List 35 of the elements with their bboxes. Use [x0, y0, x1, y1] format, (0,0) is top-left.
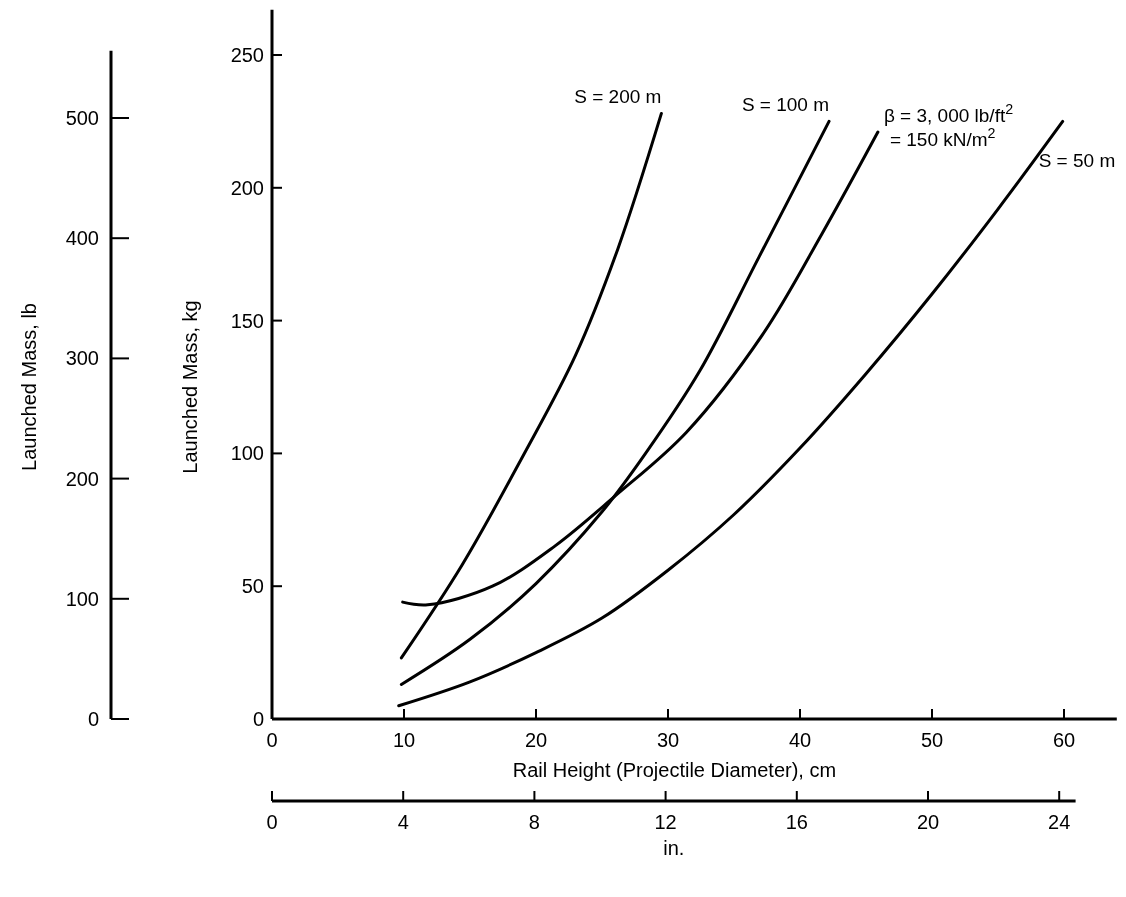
x-tick-label: 30	[656, 729, 680, 751]
x-axis-title: Rail Height (Projectile Diameter), cm	[512, 759, 837, 781]
y-tick-label: 50	[241, 575, 264, 598]
x-tick-label: 60	[1052, 729, 1076, 751]
x2-tick-label: 4	[397, 811, 409, 833]
x2-axis-title: in.	[663, 837, 685, 859]
series-label: S = 50 m	[1038, 150, 1116, 172]
x2-tick-label: 12	[654, 811, 677, 833]
y2-tick-label: 200	[65, 467, 99, 490]
x2-tick-label: 16	[785, 811, 808, 833]
annotation: = 150 kN/m$^{2}$	[889, 125, 996, 151]
y2-tick-label: 400	[65, 227, 99, 250]
y2-tick-label: 500	[65, 107, 99, 129]
x-tick-label: 40	[788, 729, 812, 751]
y-tick-label: 200	[230, 176, 264, 199]
y-tick-label: 150	[230, 309, 264, 332]
x-tick-label: 0	[266, 729, 278, 751]
series-label: S = 100 m	[741, 94, 830, 116]
series-label: S = 200 m	[574, 86, 662, 108]
y-tick-label: 100	[230, 442, 264, 465]
x-tick-label: 20	[524, 729, 548, 751]
x2-tick-label: 0	[266, 811, 278, 833]
y-tick-label: 250	[230, 44, 264, 66]
y2-tick-label: 300	[65, 347, 99, 370]
x2-tick-label: 8	[528, 811, 540, 833]
y-axis-title: Launched Mass, kg	[179, 300, 201, 474]
y2-axis-title: Launched Mass, lb	[18, 303, 40, 471]
series-label: β = 3, 000 lb/ft$^{2}$	[883, 101, 1014, 127]
y2-tick-label: 0	[87, 708, 99, 730]
y-tick-label: 0	[252, 708, 264, 730]
y2-tick-label: 100	[65, 587, 99, 610]
x2-tick-label: 20	[916, 811, 940, 833]
x-tick-label: 50	[920, 729, 944, 751]
x2-tick-label: 24	[1048, 811, 1071, 833]
x-tick-label: 10	[392, 729, 416, 751]
